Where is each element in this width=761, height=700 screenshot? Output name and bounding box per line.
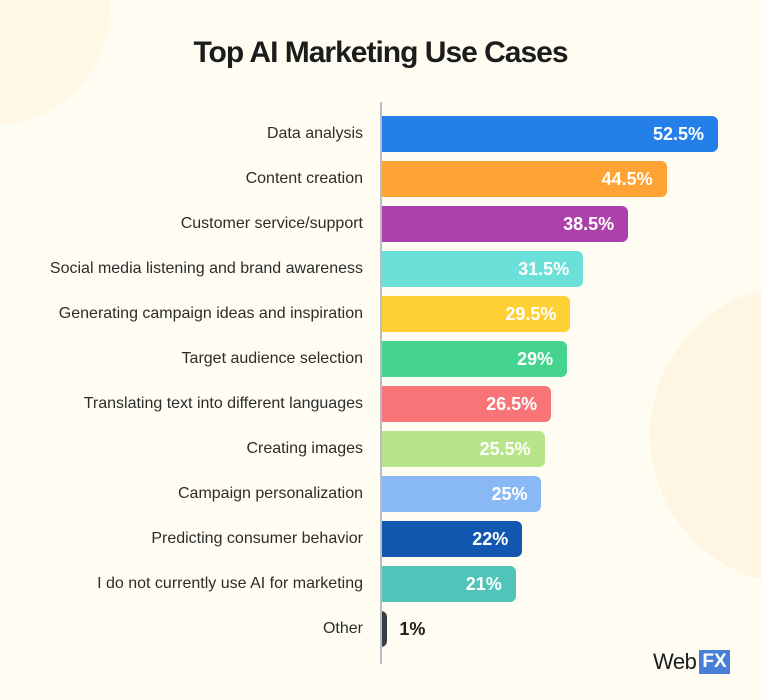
bar (381, 431, 545, 467)
value-label: 29.5% (505, 304, 557, 324)
value-label: 31.5% (518, 259, 570, 279)
bar-row: Target audience selection 29% (0, 341, 761, 377)
bar-row: Data analysis 52.5% (0, 116, 761, 152)
bar-row: I do not currently use AI for marketing 2… (0, 566, 761, 602)
category-label: Campaign personalization (178, 485, 363, 502)
category-label: Predicting consumer behavior (151, 530, 363, 547)
logo-box: FX (699, 650, 730, 674)
bar-row: Creating images 25.5% (0, 431, 761, 467)
value-label: 25% (491, 484, 528, 504)
value-label: 44.5% (601, 169, 653, 189)
category-label: Other (322, 620, 363, 637)
bar (381, 251, 584, 287)
bar (381, 476, 542, 512)
y-axis-line (380, 102, 382, 664)
bar (381, 341, 568, 377)
category-label: Customer service/support (180, 215, 363, 232)
bar (381, 296, 571, 332)
bar-row: Social media listening and brand awarene… (0, 251, 761, 287)
category-label: Generating campaign ideas and inspiratio… (58, 305, 363, 322)
bar (381, 116, 718, 152)
bar (381, 386, 552, 422)
chart-title: Top AI Marketing Use Cases (193, 36, 568, 69)
category-label: Translating text into different language… (83, 395, 363, 412)
category-label: Social media listening and brand awarene… (49, 260, 363, 277)
bar-row: Campaign personalization 25% (0, 476, 761, 512)
bar (381, 566, 516, 602)
bar-row: Generating campaign ideas and inspiratio… (0, 296, 761, 332)
value-label: 21% (465, 574, 502, 594)
bar (381, 521, 523, 557)
category-label: Content creation (245, 170, 363, 187)
value-label: 26.5% (486, 394, 538, 414)
bar (381, 206, 629, 242)
logo-word: Web (653, 649, 697, 674)
category-label: Creating images (246, 440, 364, 457)
value-label: 29% (517, 349, 554, 369)
webfx-logo: Web FX (653, 649, 730, 674)
bar-row: Translating text into different language… (0, 386, 761, 422)
bar (381, 611, 388, 647)
category-label: Data analysis (266, 125, 363, 142)
value-label: 25.5% (479, 439, 531, 459)
value-label: 38.5% (563, 214, 615, 234)
bar-row: Other 1% (0, 611, 761, 647)
bar-row: Predicting consumer behavior 22% (0, 521, 761, 557)
bar-row: Content creation 44.5% (0, 161, 761, 197)
value-label: 52.5% (652, 124, 704, 144)
value-label: 1% (399, 619, 426, 639)
category-label: I do not currently use AI for marketing (97, 575, 363, 592)
value-label: 22% (472, 529, 509, 549)
category-label: Target audience selection (181, 350, 363, 367)
bar (381, 161, 667, 197)
bar-row: Customer service/support 38.5% (0, 206, 761, 242)
